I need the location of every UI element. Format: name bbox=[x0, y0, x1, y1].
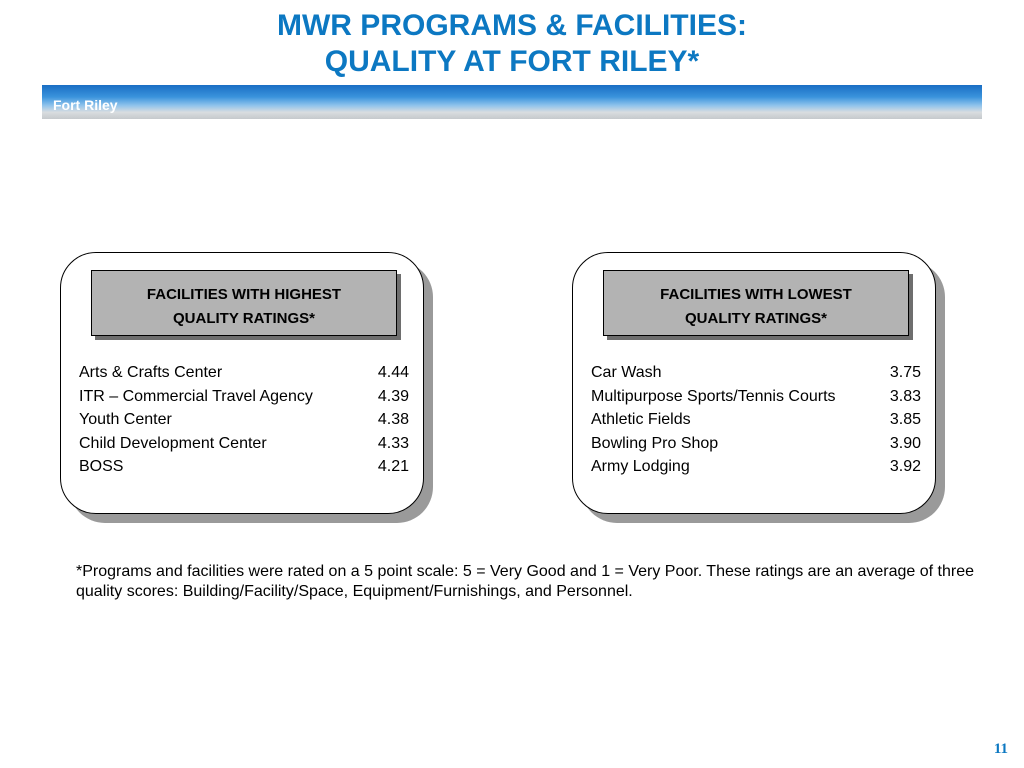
list-item: Child Development Center 4.33 bbox=[79, 432, 409, 456]
facility-rating: 3.85 bbox=[889, 411, 921, 428]
footnote: *Programs and facilities were rated on a… bbox=[76, 563, 975, 600]
list-item: Arts & Crafts Center 4.44 bbox=[79, 361, 409, 385]
header-line-1: FACILITIES WITH HIGHEST bbox=[146, 286, 342, 303]
header-line-2: QUALITY RATINGS* bbox=[685, 310, 827, 327]
section-band-label: Fort Riley bbox=[53, 97, 118, 113]
list-item: Car Wash 3.75 bbox=[591, 361, 921, 385]
facility-rating: 3.90 bbox=[889, 434, 921, 452]
list-item: BOSS 4.21 bbox=[79, 455, 409, 479]
panel-body: FACILITIES WITH HIGHEST QUALITY RATINGS*… bbox=[60, 252, 424, 514]
facility-name: Athletic Fields bbox=[591, 411, 691, 428]
list-item: Athletic Fields 3.85 bbox=[591, 408, 921, 432]
facility-rating: 4.44 bbox=[377, 364, 409, 381]
panel-header-text: FACILITIES WITH LOWEST QUALITY RATINGS* bbox=[604, 283, 908, 331]
panel-body: FACILITIES WITH LOWEST QUALITY RATINGS* … bbox=[572, 252, 936, 514]
lowest-ratings-panel: FACILITIES WITH LOWEST QUALITY RATINGS* … bbox=[572, 252, 945, 523]
facility-name: Multipurpose Sports/Tennis Courts bbox=[591, 387, 836, 405]
header-line-2: QUALITY RATINGS* bbox=[173, 310, 315, 327]
header-line-1: FACILITIES WITH LOWEST bbox=[660, 286, 852, 303]
list-item: Army Lodging 3.92 bbox=[591, 455, 921, 479]
highest-ratings-list: Arts & Crafts Center 4.44 ITR – Commerci… bbox=[79, 361, 409, 479]
facility-rating: 3.75 bbox=[889, 364, 921, 381]
section-band: Fort Riley bbox=[42, 85, 982, 119]
panel-header-text: FACILITIES WITH HIGHEST QUALITY RATINGS* bbox=[92, 283, 396, 331]
highest-ratings-panel: FACILITIES WITH HIGHEST QUALITY RATINGS*… bbox=[60, 252, 433, 523]
facility-rating: 3.92 bbox=[889, 458, 921, 475]
facility-name: ITR – Commercial Travel Agency bbox=[79, 387, 313, 405]
facility-name: Bowling Pro Shop bbox=[591, 434, 719, 452]
page-number: 11 bbox=[993, 741, 1008, 757]
facility-rating: 4.21 bbox=[377, 458, 409, 475]
slide-title: MWR PROGRAMS & FACILITIES: QUALITY AT FO… bbox=[0, 8, 1024, 80]
facility-name: Arts & Crafts Center bbox=[79, 364, 223, 381]
highest-ratings-header: FACILITIES WITH HIGHEST QUALITY RATINGS* bbox=[91, 270, 397, 336]
facility-name: Child Development Center bbox=[79, 434, 267, 452]
facility-rating: 4.39 bbox=[377, 387, 409, 405]
facility-name: Car Wash bbox=[591, 364, 662, 381]
slide-title-line-2: QUALITY AT FORT RILEY* bbox=[324, 45, 700, 78]
list-item: Youth Center 4.38 bbox=[79, 408, 409, 432]
list-item: Bowling Pro Shop 3.90 bbox=[591, 432, 921, 456]
lowest-ratings-list: Car Wash 3.75 Multipurpose Sports/Tennis… bbox=[591, 361, 921, 479]
facility-name: BOSS bbox=[79, 458, 124, 475]
list-item: ITR – Commercial Travel Agency 4.39 bbox=[79, 385, 409, 409]
facility-name: Youth Center bbox=[79, 411, 172, 428]
facility-rating: 3.83 bbox=[889, 387, 921, 405]
facility-rating: 4.38 bbox=[377, 411, 409, 428]
facility-name: Army Lodging bbox=[591, 458, 690, 475]
list-item: Multipurpose Sports/Tennis Courts 3.83 bbox=[591, 385, 921, 409]
slide-title-line-1: MWR PROGRAMS & FACILITIES: bbox=[277, 9, 747, 42]
lowest-ratings-header: FACILITIES WITH LOWEST QUALITY RATINGS* bbox=[603, 270, 909, 336]
facility-rating: 4.33 bbox=[377, 434, 409, 452]
